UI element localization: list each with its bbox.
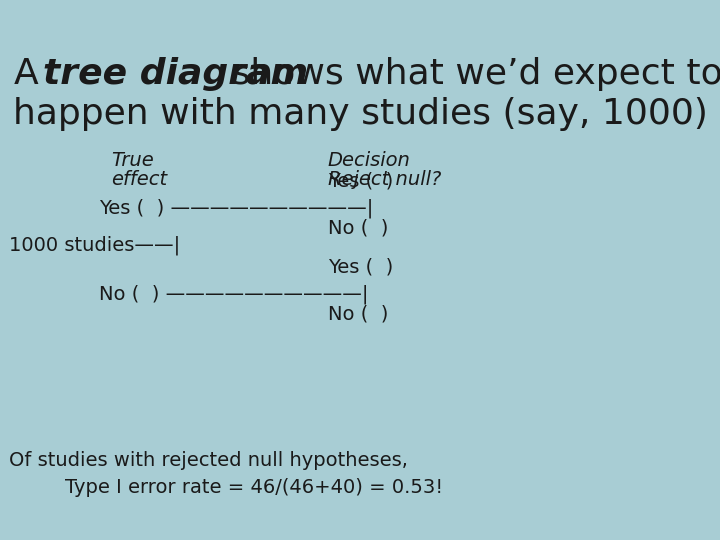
- Text: True: True: [112, 151, 154, 170]
- Text: Of studies with rejected null hypotheses,: Of studies with rejected null hypotheses…: [9, 451, 408, 470]
- Text: A: A: [14, 57, 50, 91]
- Text: effect: effect: [112, 170, 168, 189]
- Text: tree diagram: tree diagram: [43, 57, 308, 91]
- Text: Type I error rate = 46/(46+40) = 0.53!: Type I error rate = 46/(46+40) = 0.53!: [65, 478, 443, 497]
- Text: 1000 studies——|: 1000 studies——|: [9, 236, 181, 255]
- Text: Yes (  ): Yes ( ): [328, 258, 393, 277]
- Text: No (  ): No ( ): [328, 218, 388, 238]
- Text: Yes (  ) ——————————|: Yes ( ) ——————————|: [99, 198, 374, 218]
- Text: shows what we’d expect to: shows what we’d expect to: [220, 57, 720, 91]
- Text: Yes (  ): Yes ( ): [328, 171, 393, 191]
- Text: No (  ) ——————————|: No ( ) ——————————|: [99, 285, 369, 304]
- Text: No (  ): No ( ): [328, 305, 388, 324]
- Text: Decision: Decision: [328, 151, 410, 170]
- Text: happen with many studies (say, 1000): happen with many studies (say, 1000): [12, 97, 708, 131]
- Text: Reject null?: Reject null?: [328, 170, 441, 189]
